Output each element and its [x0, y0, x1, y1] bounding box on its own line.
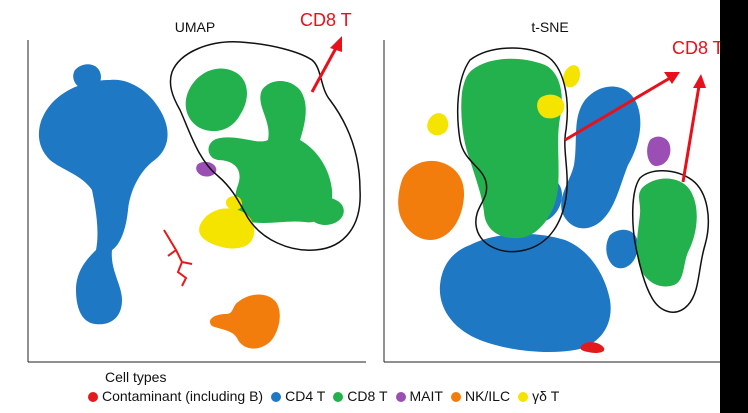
- umap-cd8-outline: [169, 41, 361, 251]
- legend-entry: γδ T: [518, 388, 559, 404]
- legend-title: Cell types: [105, 369, 167, 385]
- tsne-mait-cluster: [647, 136, 671, 166]
- umap-mait-cluster: [196, 161, 217, 177]
- tsne-contaminant-cluster: [580, 342, 605, 353]
- legend-entry: MAIT: [395, 388, 443, 404]
- tsne-cd8-outline-lower: [631, 170, 710, 313]
- legend-entry: Contaminant (including B): [88, 388, 263, 404]
- tsne-cd8-outline-upper: [457, 47, 569, 253]
- umap-panel: UMAP CD8 T: [27, 10, 366, 363]
- legend-dot-icon: [271, 392, 282, 402]
- legend-entry: CD8 T: [333, 388, 388, 404]
- legend-label: MAIT: [409, 388, 443, 404]
- tsne-annotation-label: CD8 T: [672, 38, 724, 58]
- legend-dot-icon: [88, 392, 98, 402]
- tsne-gdt-cluster: [427, 65, 580, 136]
- legend-label: CD4 T: [285, 388, 326, 404]
- tsne-title: t-SNE: [531, 19, 568, 35]
- tsne-nkilc-cluster: [398, 160, 465, 240]
- umap-arrow-head: [330, 36, 342, 52]
- legend-label: CD8 T: [347, 388, 388, 404]
- legend-dot-icon: [450, 392, 461, 402]
- tsne-annotation-arrow-2: [681, 85, 701, 183]
- tsne-annotation-arrow-1: [564, 76, 671, 142]
- legend-dot-icon: [333, 392, 344, 402]
- legend: Contaminant (including B) CD4 T CD8 T MAIT N…: [88, 388, 567, 404]
- umap-cd4-cluster: [38, 64, 168, 325]
- right-edge-strip: [720, 0, 748, 413]
- legend-entry: CD4 T: [271, 388, 325, 404]
- umap-title: UMAP: [175, 19, 215, 35]
- legend-entry: NK/ILC: [450, 388, 511, 404]
- legend-label: γδ T: [532, 388, 560, 404]
- tsne-arrow-head-2: [693, 74, 706, 88]
- umap-annotation-label: CD8 T: [300, 10, 352, 30]
- tsne-panel: t-SNE CD8 T: [383, 19, 724, 363]
- umap-cd8-cluster: [185, 68, 344, 225]
- umap-annotation-arrow: [310, 47, 338, 93]
- legend-label: Contaminant (including B): [102, 388, 264, 404]
- umap-contaminant-cluster: [163, 229, 193, 287]
- umap-nkilc-cluster: [209, 294, 280, 349]
- legend-dot-icon: [395, 392, 406, 402]
- legend-label: NK/ILC: [464, 388, 511, 404]
- legend-dot-icon: [518, 392, 529, 402]
- tsne-arrow-head-1: [664, 72, 680, 84]
